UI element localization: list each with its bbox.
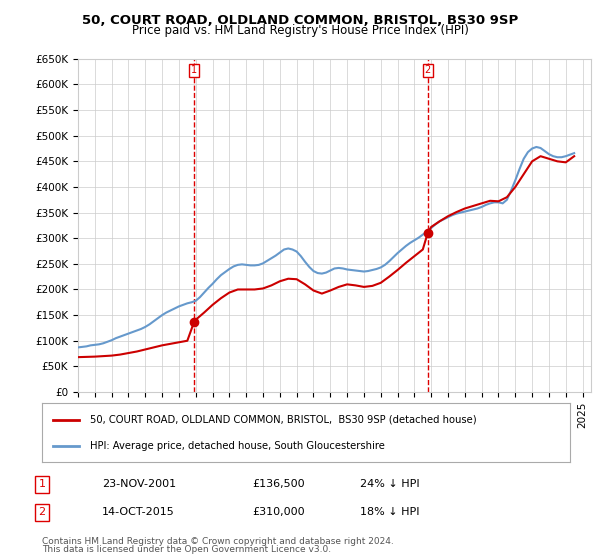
- Text: 1: 1: [38, 479, 46, 489]
- Text: £136,500: £136,500: [252, 479, 305, 489]
- Text: 1: 1: [191, 66, 197, 76]
- Text: This data is licensed under the Open Government Licence v3.0.: This data is licensed under the Open Gov…: [42, 545, 331, 554]
- Text: 50, COURT ROAD, OLDLAND COMMON, BRISTOL,  BS30 9SP (detached house): 50, COURT ROAD, OLDLAND COMMON, BRISTOL,…: [89, 414, 476, 424]
- Text: 2: 2: [38, 507, 46, 517]
- Text: 23-NOV-2001: 23-NOV-2001: [102, 479, 176, 489]
- Text: 24% ↓ HPI: 24% ↓ HPI: [360, 479, 419, 489]
- Text: 14-OCT-2015: 14-OCT-2015: [102, 507, 175, 517]
- Text: Contains HM Land Registry data © Crown copyright and database right 2024.: Contains HM Land Registry data © Crown c…: [42, 537, 394, 546]
- Text: £310,000: £310,000: [252, 507, 305, 517]
- Text: 50, COURT ROAD, OLDLAND COMMON, BRISTOL, BS30 9SP: 50, COURT ROAD, OLDLAND COMMON, BRISTOL,…: [82, 14, 518, 27]
- Text: HPI: Average price, detached house, South Gloucestershire: HPI: Average price, detached house, Sout…: [89, 441, 385, 451]
- Text: 18% ↓ HPI: 18% ↓ HPI: [360, 507, 419, 517]
- Text: Price paid vs. HM Land Registry's House Price Index (HPI): Price paid vs. HM Land Registry's House …: [131, 24, 469, 37]
- Text: 2: 2: [425, 66, 431, 76]
